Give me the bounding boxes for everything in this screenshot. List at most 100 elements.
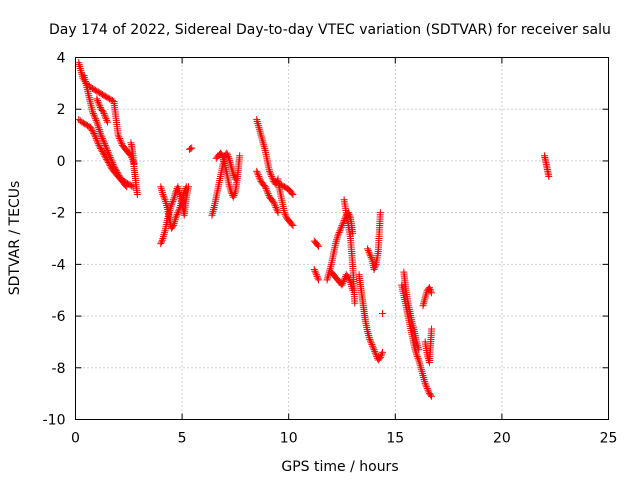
data-point: [101, 111, 109, 119]
data-point: [181, 186, 189, 194]
data-point: [98, 148, 106, 156]
data-point: [421, 294, 429, 302]
data-point: [288, 220, 296, 228]
data-point: [99, 108, 107, 116]
data-point: [324, 274, 332, 282]
data-point: [338, 222, 346, 230]
data-point: [91, 131, 99, 139]
data-point: [89, 108, 97, 116]
data-point: [265, 191, 273, 199]
data-point: [335, 228, 343, 236]
x-tick-label: 25: [600, 431, 618, 447]
data-point: [311, 267, 319, 275]
data-point: [420, 298, 428, 306]
y-tick-label: 0: [57, 154, 66, 170]
data-point: [224, 153, 232, 161]
data-point: [339, 218, 347, 226]
x-tick-label: 20: [493, 431, 511, 447]
data-point: [376, 209, 384, 217]
y-tick-label: -8: [52, 361, 66, 377]
data-point: [75, 61, 83, 69]
data-point: [428, 289, 436, 297]
data-point: [157, 238, 165, 246]
data-point: [118, 140, 126, 148]
data-point: [97, 145, 105, 153]
data-point: [256, 127, 264, 135]
data-point: [97, 90, 105, 98]
data-point: [336, 227, 344, 235]
data-point: [227, 160, 235, 168]
data-point: [323, 276, 331, 284]
data-point: [182, 185, 190, 193]
data-point: [313, 241, 321, 249]
data-point: [230, 191, 238, 199]
data-point: [90, 130, 98, 138]
data-point: [423, 383, 431, 391]
data-point: [257, 131, 265, 139]
data-point: [89, 85, 97, 93]
data-point: [420, 300, 428, 308]
data-point: [94, 138, 102, 146]
data-point: [167, 201, 175, 209]
data-point: [351, 299, 359, 307]
data-point: [260, 141, 268, 149]
data-point: [96, 102, 104, 110]
data-point: [333, 236, 341, 244]
data-point: [98, 107, 106, 115]
data-point: [117, 138, 125, 146]
data-point: [378, 350, 386, 358]
data-point: [338, 281, 346, 289]
data-point: [89, 110, 97, 118]
data-point: [421, 296, 429, 304]
data-point: [276, 180, 284, 188]
data-point: [96, 143, 104, 151]
data-point: [545, 172, 553, 180]
data-point: [106, 152, 114, 160]
data-point: [375, 355, 383, 363]
data-point: [169, 197, 177, 205]
data-point: [270, 200, 278, 208]
x-tick-label: 0: [71, 431, 80, 447]
data-point: [418, 370, 426, 378]
data-point: [413, 353, 421, 361]
data-point: [315, 242, 323, 250]
y-tick-label: -4: [52, 257, 66, 273]
data-point: [161, 229, 169, 237]
data-point: [258, 135, 266, 143]
data-point: [95, 141, 103, 149]
data-point: [91, 115, 99, 123]
data-point: [371, 262, 379, 270]
data-point: [94, 122, 102, 130]
data-point: [370, 346, 378, 354]
data-point: [367, 339, 375, 347]
data-point: [367, 253, 375, 261]
data-point: [175, 205, 183, 213]
data-point: [115, 133, 123, 141]
data-point: [105, 150, 113, 158]
data-point: [428, 392, 436, 400]
data-point: [289, 191, 297, 199]
data-point: [96, 89, 104, 97]
data-point: [79, 119, 87, 127]
data-point: [226, 158, 234, 166]
data-point: [113, 168, 121, 176]
data-point: [226, 182, 234, 190]
data-point: [104, 94, 112, 102]
data-point: [289, 222, 297, 230]
data-point: [160, 194, 168, 202]
data-point: [371, 349, 379, 357]
data-point: [94, 88, 102, 96]
data-point: [103, 147, 111, 155]
data-point: [209, 207, 217, 215]
data-point: [108, 97, 116, 105]
data-point: [82, 121, 90, 129]
data-point: [107, 96, 115, 104]
y-tick-label: -2: [52, 206, 66, 222]
data-point: [224, 151, 232, 159]
data-point: [313, 272, 321, 280]
data-point: [169, 223, 177, 231]
data-point: [422, 381, 430, 389]
data-point: [102, 115, 110, 123]
data-point: [371, 347, 379, 355]
data-point: [157, 240, 165, 248]
